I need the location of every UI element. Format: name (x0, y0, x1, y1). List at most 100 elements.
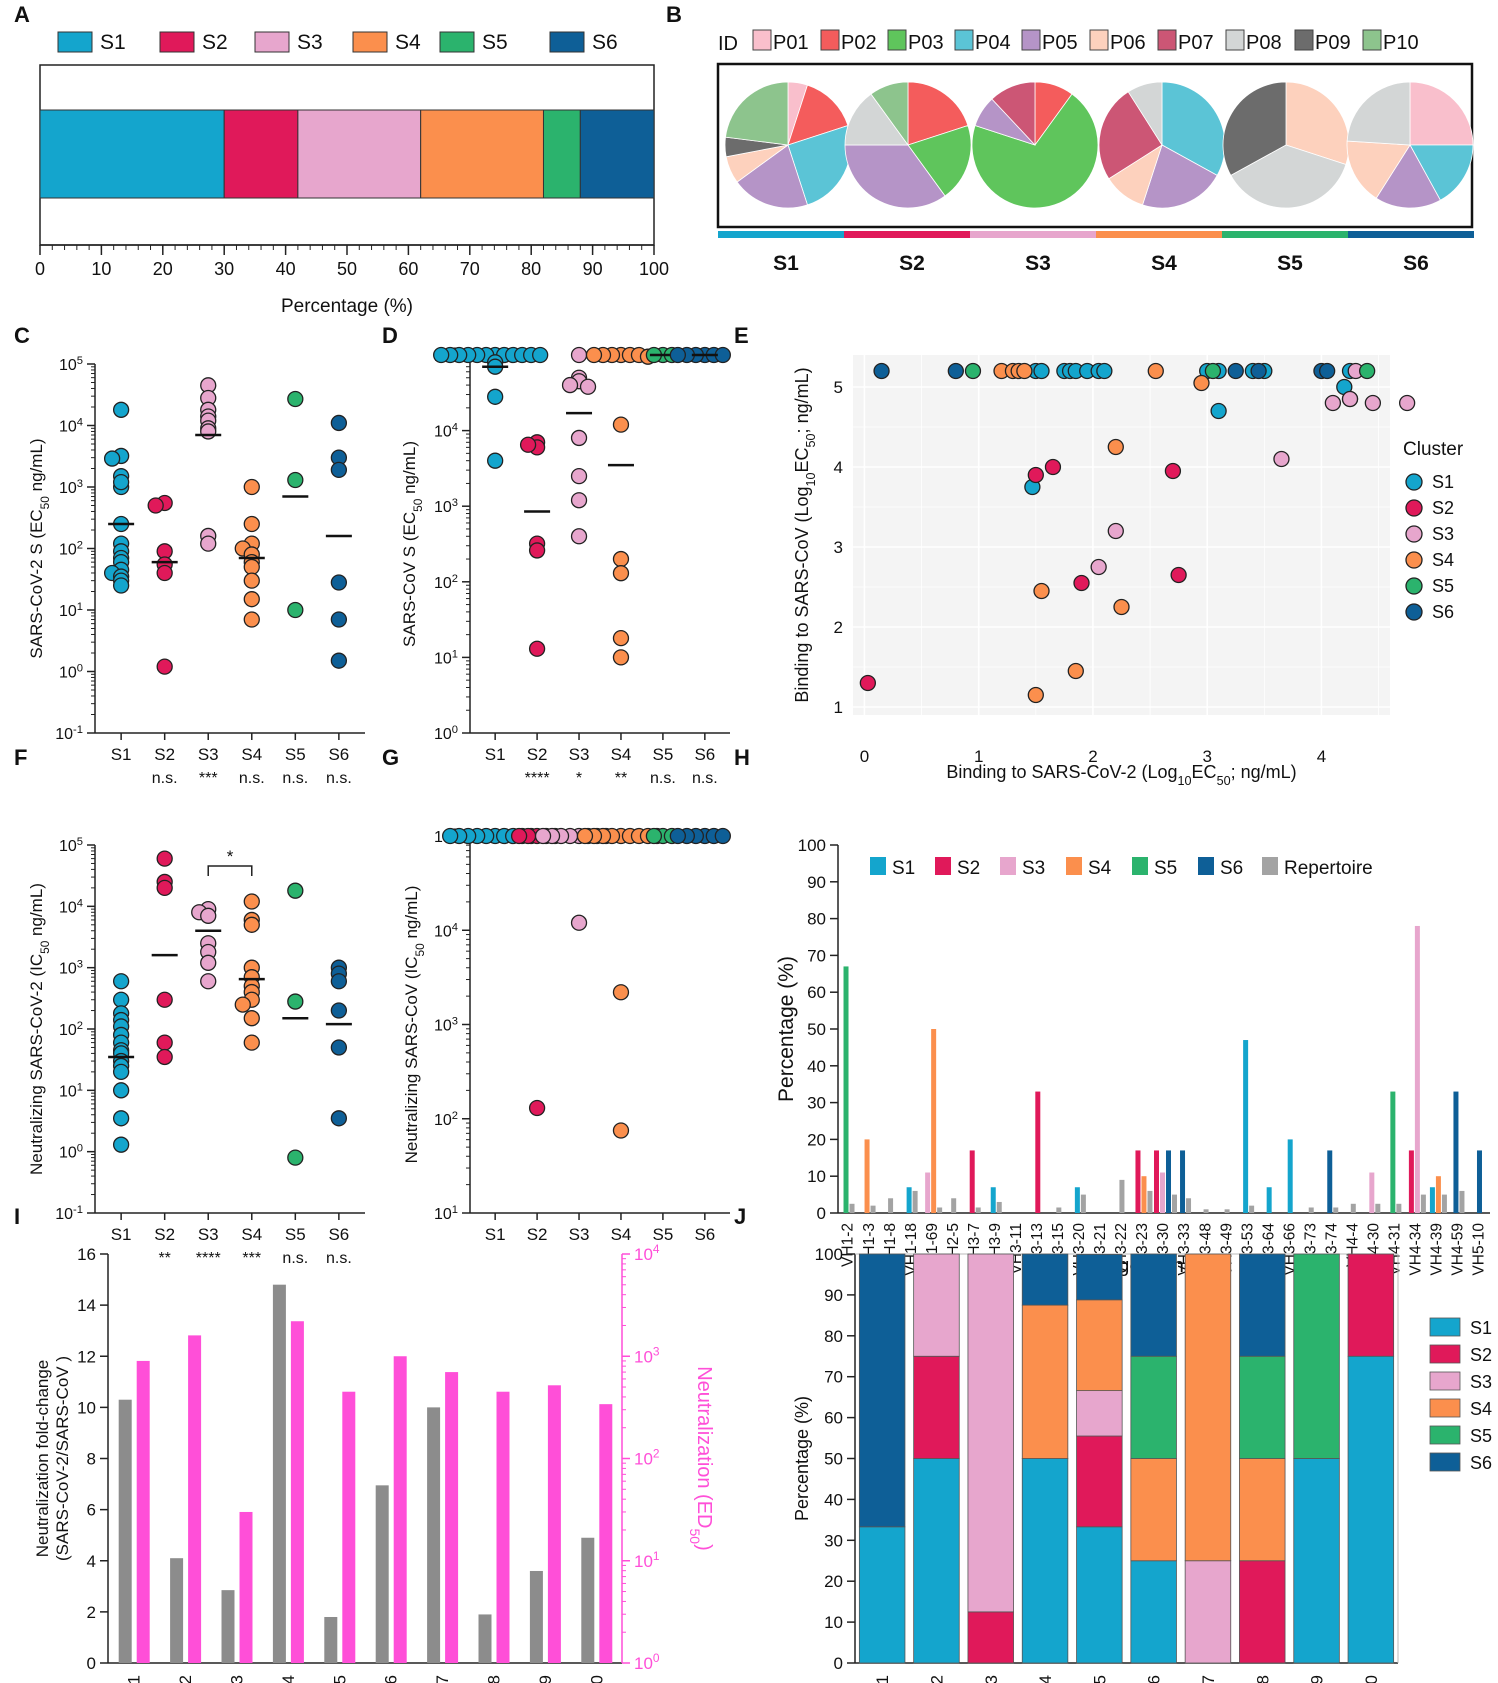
data-point-S3 (200, 423, 217, 440)
label-part: 50 (38, 496, 52, 510)
legend-label-S4: S4 (1088, 858, 1112, 879)
bar-Repertoire-VH3-33 (1186, 1198, 1192, 1213)
bar-S1-VH3-20 (1074, 1187, 1080, 1213)
data-point-S4 (1107, 438, 1124, 456)
data-point-S3 (200, 535, 217, 552)
pie-slice-S4-P08 (1127, 81, 1163, 147)
label-part: -1 (73, 1204, 83, 1216)
x-tick-label: S3 (198, 1225, 219, 1244)
stacked-bar-P05-S2 (1076, 1435, 1123, 1528)
legend-title: Cluster (1403, 439, 1464, 460)
x-tick-label: S1 (111, 745, 132, 764)
data-point-S4 (612, 550, 630, 568)
y-tick-label: 0 (817, 1204, 826, 1223)
stacked-bar-S1 (39, 109, 225, 199)
data-point-S3 (570, 528, 588, 545)
x-tick-label: S4 (241, 745, 262, 764)
bar-fold-change-P08 (478, 1614, 492, 1663)
comparison-bracket (207, 865, 253, 876)
stacked-bar-P02-S1 (913, 1458, 960, 1664)
cluster-bar-S6 (1348, 231, 1474, 238)
label-part: 1 (452, 648, 458, 660)
label-part: 3 (452, 1016, 458, 1028)
bar-neutralization-P09 (547, 1385, 561, 1663)
cluster-label-S6: S6 (1403, 252, 1429, 275)
bar-Repertoire-VH3-74 (1333, 1207, 1339, 1213)
bar-S4-VH1-69 (931, 1029, 937, 1213)
x-tick-label: P03 (228, 1675, 247, 1683)
data-point-S3 (570, 467, 588, 485)
bar-neutralization-P03 (239, 1511, 253, 1663)
x-tick-label: 0 (860, 747, 869, 766)
x-tick-label: S2 (527, 1225, 548, 1244)
x-tick-label: S2 (154, 1225, 175, 1244)
bar-Repertoire-VH3-22 (1119, 1179, 1125, 1213)
bar-Repertoire-VH3-73 (1308, 1207, 1314, 1213)
data-point-S4 (243, 916, 260, 933)
y-tick-label: 101 (434, 1204, 458, 1223)
bar-Repertoire-VH4-34 (1420, 1194, 1426, 1213)
label-part: 2 (77, 1020, 83, 1032)
label-part: 1 (452, 1204, 458, 1216)
data-point-S2 (528, 542, 546, 559)
stacked-bar-S3 (297, 109, 422, 199)
legend-swatch-S6 (1429, 1452, 1461, 1472)
bar-fold-change-P04 (272, 1284, 286, 1663)
x-tick-label: P01 (125, 1675, 144, 1683)
legend-swatch-S5 (1132, 857, 1148, 875)
x-tick-label: 70 (460, 259, 480, 279)
x-tick-label: 1 (974, 747, 983, 766)
label-part: 10 (634, 1654, 653, 1673)
data-point-S1 (112, 1136, 130, 1153)
data-point-S5 (287, 882, 304, 899)
y-tick-label: 30 (807, 1094, 826, 1113)
data-point-S2 (1044, 458, 1062, 476)
label-part: 10 (434, 726, 452, 743)
y-tick-label: 1 (834, 698, 843, 717)
data-point-S2 (1164, 462, 1182, 480)
bar-S2-VH3-30 (1154, 1150, 1159, 1213)
data-point-S6 (330, 652, 348, 669)
bar-S6-VH5-10 (1476, 1150, 1482, 1213)
x-tick-label: P07 (433, 1675, 452, 1683)
significance-label: n.s. (152, 770, 178, 787)
x-tick-label: S4 (241, 1225, 262, 1244)
data-point-S2 (1027, 466, 1044, 484)
y-tick-label: 102 (59, 1020, 83, 1039)
data-point-S1 (1096, 362, 1113, 380)
significance-label: n.s. (326, 1250, 352, 1267)
data-point-S5 (964, 362, 982, 380)
cluster-bar-S2 (844, 231, 970, 238)
data-point-S5 (287, 1149, 304, 1166)
x-tick-label: VH5-10 (1471, 1223, 1488, 1276)
y-tick-label: 105 (59, 836, 83, 855)
y-tick-label: 105 (59, 355, 83, 374)
bar-S3-VH3-30 (1160, 1172, 1165, 1213)
y-tick-label: 102 (434, 573, 458, 592)
bar-Repertoire-VH4-4 (1350, 1203, 1356, 1213)
label-part: ; ng/mL) (1231, 762, 1297, 782)
y2-axis-label: Neutralization (ED50) (687, 1366, 715, 1551)
pie-slice-S4-P07 (1098, 91, 1163, 180)
data-point-S3 (1364, 394, 1382, 412)
stacked-bar-P05-S4 (1076, 1299, 1123, 1392)
bar-Repertoire-VH1-69 (937, 1207, 943, 1213)
pie-slice-S2-P08 (844, 93, 909, 146)
x-tick-label: VH4-59 (1450, 1223, 1467, 1276)
y-tick-label: 10 (807, 1167, 826, 1186)
panel-letter-D: D (382, 323, 398, 348)
pie-slice-S4-P04 (1161, 81, 1226, 176)
label-part: 10 (634, 1450, 653, 1469)
y-tick-label: 40 (807, 1057, 826, 1076)
legend-marker-S6 (1405, 603, 1423, 621)
bar-S4-VH1-3 (864, 1139, 870, 1213)
label-part: 0 (77, 1143, 83, 1155)
legend-label-P03: P03 (908, 32, 944, 54)
bar-neutralization-P01 (136, 1360, 150, 1663)
legend-label-P01: P01 (773, 32, 809, 54)
label-part: 0 (77, 663, 83, 675)
data-point-S1 (442, 827, 459, 845)
panel-letter-B: B (666, 2, 682, 27)
y2-tick-label: 101 (634, 1549, 660, 1571)
